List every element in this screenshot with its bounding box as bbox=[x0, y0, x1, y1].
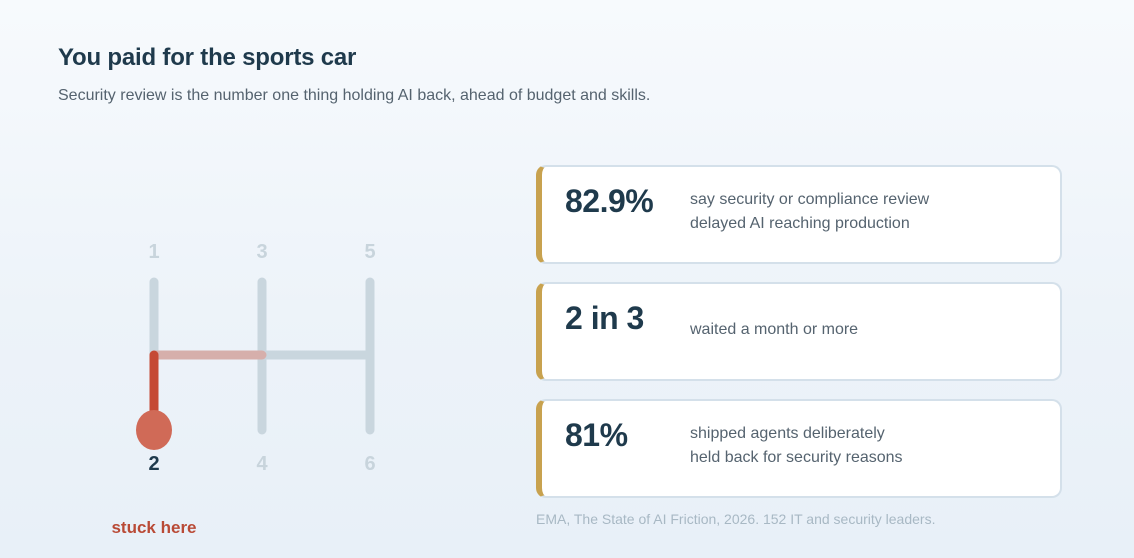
stat-description: say security or compliance review delaye… bbox=[690, 188, 1030, 236]
stat-cards: 82.9% say security or compliance review … bbox=[536, 165, 1062, 516]
gear-label-3: 3 bbox=[256, 241, 267, 263]
stat-description-line: delayed AI reaching production bbox=[690, 215, 910, 232]
stat-description-line: waited a month or more bbox=[690, 321, 859, 338]
stuck-label: stuck here bbox=[111, 518, 197, 537]
stat-description-line: say security or compliance review bbox=[690, 191, 930, 208]
gear-label-1: 1 bbox=[148, 241, 159, 263]
page-subtitle: Security review is the number one thing … bbox=[58, 87, 651, 104]
stat-card: 81% shipped agents deliberately held bac… bbox=[536, 399, 1062, 498]
gear-shifter-svg: 1 3 5 2 4 6 bbox=[136, 241, 376, 475]
gear-label-6: 6 bbox=[364, 453, 375, 475]
stat-card: 82.9% say security or compliance review … bbox=[536, 165, 1062, 264]
page-title: You paid for the sports car bbox=[58, 44, 357, 71]
stat-description-line: shipped agents deliberately bbox=[690, 425, 885, 442]
stat-card: 2 in 3 waited a month or more bbox=[536, 282, 1062, 381]
gear-label-5: 5 bbox=[364, 241, 375, 263]
stat-value: 81% bbox=[565, 417, 628, 453]
source-citation: EMA, The State of AI Friction, 2026. 152… bbox=[536, 511, 936, 527]
stat-description: shipped agents deliberately held back fo… bbox=[690, 422, 1030, 470]
gear-label-2: 2 bbox=[148, 453, 159, 475]
shift-knob bbox=[136, 410, 172, 450]
gear-label-4: 4 bbox=[256, 453, 268, 475]
stat-description: waited a month or more bbox=[690, 318, 1030, 342]
stat-value: 2 in 3 bbox=[565, 300, 644, 336]
gear-shifter-diagram: 1 3 5 2 4 6 bbox=[90, 230, 420, 490]
stat-value: 82.9% bbox=[565, 183, 654, 219]
stat-description-line: held back for security reasons bbox=[690, 449, 903, 466]
